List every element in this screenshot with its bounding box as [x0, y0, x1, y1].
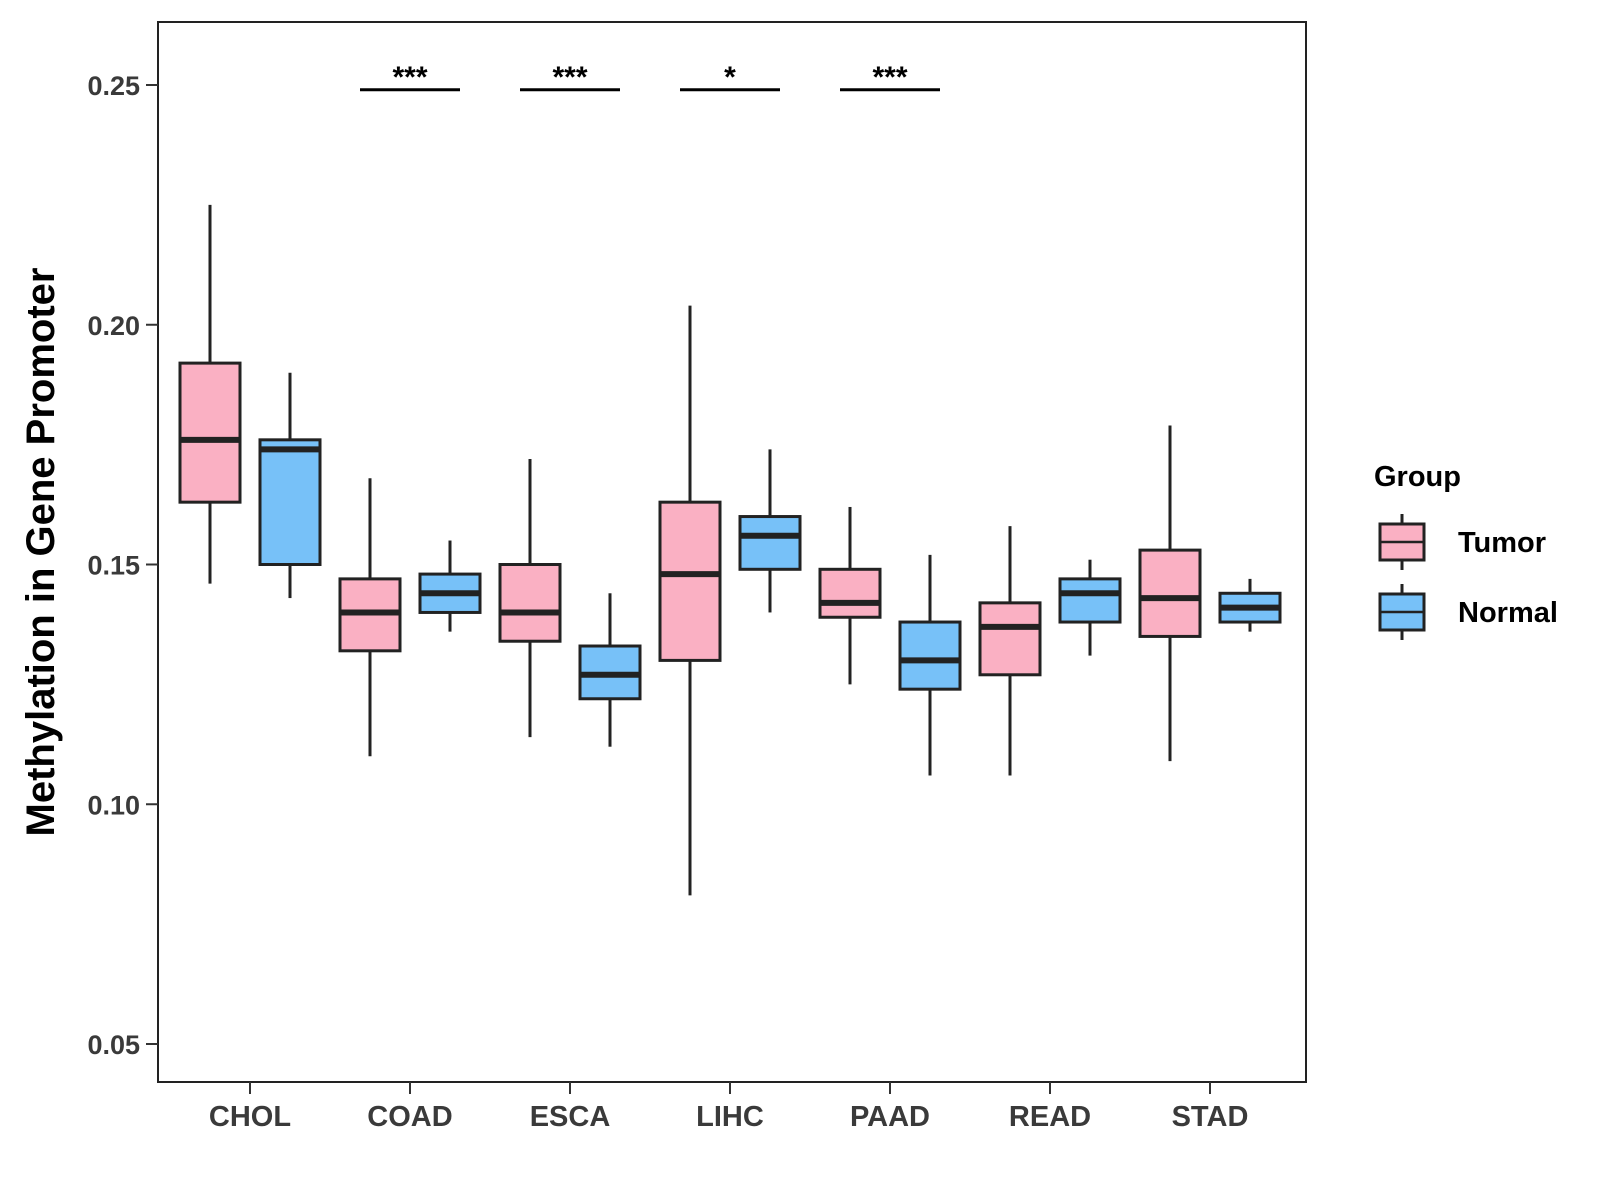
box-body [738, 515, 802, 571]
box-normal-esca [578, 593, 642, 747]
box-body [658, 500, 722, 662]
box-normal-stad [1218, 578, 1282, 632]
box-body [1138, 548, 1202, 638]
box-body [978, 601, 1042, 677]
box-tumor-esca [498, 459, 562, 738]
box-body [258, 438, 322, 566]
box-body [498, 563, 562, 643]
x-tick-label: PAAD [850, 1101, 930, 1133]
box-body [178, 361, 242, 504]
box-tumor-chol [178, 204, 242, 584]
box-normal-coad [418, 540, 482, 632]
y-axis: 0.05 0.10 0.15 0.20 0.25 [87, 71, 158, 1060]
significance-label: *** [552, 61, 587, 94]
box-tumor-read [978, 526, 1042, 776]
y-axis-title: Methylation in Gene Promoter [19, 268, 63, 837]
legend-title: Group [1374, 461, 1461, 493]
box-normal-lihc [738, 449, 802, 613]
box-normal-read [1058, 559, 1122, 656]
legend: Group Tumor Normal [1374, 461, 1558, 640]
x-tick-label: ESCA [530, 1101, 611, 1133]
legend-label: Normal [1458, 597, 1558, 629]
x-tick-label: READ [1009, 1101, 1091, 1133]
box-body [898, 620, 962, 691]
legend-entry-tumor: Tumor [1378, 514, 1546, 570]
box-tumor-paad [818, 506, 882, 685]
plot-panel [157, 21, 1307, 1083]
y-tick-label: 0.15 [87, 551, 140, 581]
x-tick-label: COAD [367, 1101, 452, 1133]
x-tick-label: CHOL [209, 1101, 291, 1133]
box-normal-paad [898, 554, 962, 776]
box-body [818, 567, 882, 619]
significance-label: *** [872, 61, 907, 94]
legend-label: Tumor [1458, 527, 1546, 559]
significance-annotations: *** *** * *** [360, 61, 940, 94]
legend-entry-normal: Normal [1378, 584, 1558, 640]
significance-label: *** [392, 61, 427, 94]
box-normal-chol [258, 372, 322, 599]
y-tick-label: 0.20 [87, 311, 140, 341]
y-tick-label: 0.05 [87, 1030, 140, 1060]
box-body [1058, 577, 1122, 624]
x-tick-label: LIHC [696, 1101, 764, 1133]
box-tumor-stad [1138, 425, 1202, 762]
box-tumor-coad [338, 478, 402, 757]
box-tumor-lihc [658, 305, 722, 896]
x-tick-label: STAD [1172, 1101, 1249, 1133]
box-series [178, 204, 1282, 896]
y-tick-label: 0.10 [87, 790, 140, 820]
x-axis: CHOL COAD ESCA LIHC PAAD READ STAD [209, 1082, 1248, 1133]
y-tick-label: 0.25 [87, 71, 140, 101]
significance-label: * [724, 61, 736, 94]
